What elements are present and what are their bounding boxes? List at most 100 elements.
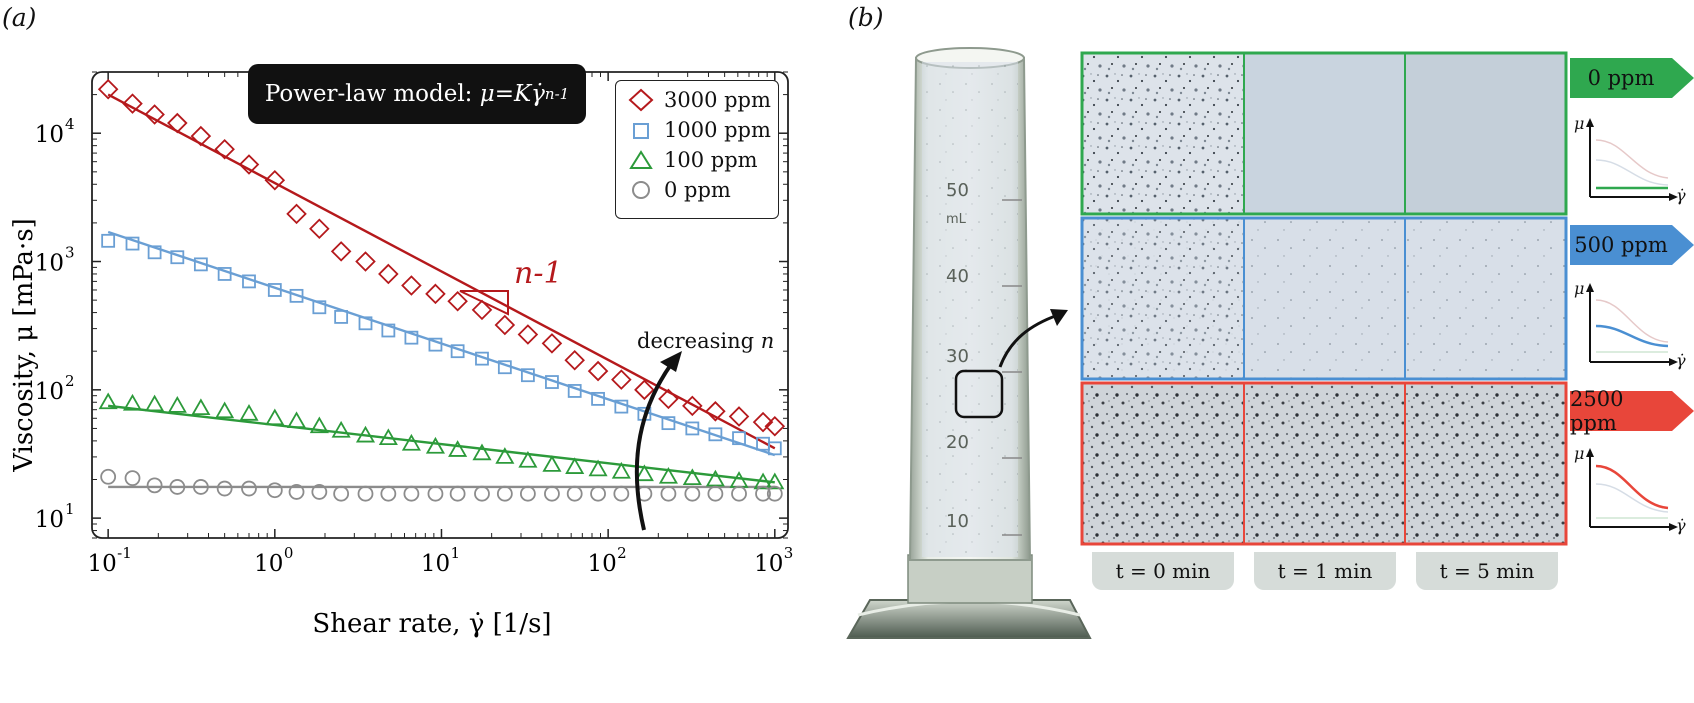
x-tick-label: 10 xyxy=(754,551,783,577)
data-point-100-ppm xyxy=(565,457,585,474)
legend-item-1000ppm: 1000 ppm xyxy=(628,116,771,144)
slope-label: n-1 xyxy=(514,256,563,291)
data-point-3000-ppm xyxy=(264,169,286,191)
legend-item-0ppm: 0 ppm xyxy=(628,176,731,204)
data-point-1000-ppm xyxy=(101,233,116,248)
tab-label-2500ppm: 2500 ppm xyxy=(1570,387,1624,435)
data-point-0-ppm xyxy=(333,485,350,502)
time-tab-1: t = 1 min xyxy=(1254,552,1396,590)
x-tick-exponent: -1 xyxy=(117,544,132,562)
data-points xyxy=(97,79,786,502)
data-point-0-ppm xyxy=(613,485,630,502)
data-point-3000-ppm xyxy=(214,138,235,160)
model-label-prefix: Power-law model: xyxy=(264,81,473,107)
data-point-1000-ppm xyxy=(217,267,232,281)
mini-plot-0ppm xyxy=(1586,118,1678,201)
data-point-100-ppm xyxy=(448,440,468,457)
data-point-1000-ppm xyxy=(242,274,256,289)
mini-gamma-label: γ̇ xyxy=(1676,516,1686,535)
data-point-3000-ppm xyxy=(564,349,585,371)
square-marker-icon xyxy=(633,123,649,139)
data-point-100-ppm xyxy=(495,447,515,464)
data-point-1000-ppm xyxy=(289,288,304,303)
legend-label: 100 ppm xyxy=(664,148,758,172)
tab-500ppm xyxy=(1570,225,1694,265)
data-point-0-ppm xyxy=(731,485,747,502)
y-tick-label: 10 xyxy=(35,251,64,277)
data-point-100-ppm xyxy=(378,428,398,446)
data-point-1000-ppm xyxy=(614,399,629,414)
x-tick-exponent: 3 xyxy=(784,544,794,562)
data-point-100-ppm xyxy=(682,468,702,486)
cylinder-mark: 50 xyxy=(946,180,969,201)
data-point-0-ppm xyxy=(590,485,606,502)
mini-gamma-label: γ̇ xyxy=(1676,186,1686,205)
data-point-0-ppm xyxy=(216,480,233,497)
data-point-3000-ppm xyxy=(517,324,539,345)
data-point-1000-ppm xyxy=(334,310,349,324)
data-point-0-ppm xyxy=(146,477,163,494)
y-tick-exponent: 3 xyxy=(65,244,75,262)
mini-mu-label: μ xyxy=(1574,444,1585,463)
y-tick-label: 10 xyxy=(35,122,64,148)
x-axis-label: Shear rate, γ̇ [1/s] xyxy=(312,609,551,639)
data-point-100-ppm xyxy=(634,464,654,482)
mini-plot-2500ppm xyxy=(1586,448,1678,531)
model-label-exponent: n-1 xyxy=(544,85,570,103)
decreasing-n-arrow xyxy=(634,361,674,531)
y-tick-label: 10 xyxy=(35,379,64,405)
data-point-0-ppm xyxy=(660,485,677,502)
data-point-100-ppm xyxy=(588,459,608,477)
data-point-1000-ppm xyxy=(475,351,489,366)
data-point-0-ppm xyxy=(357,485,374,502)
data-point-0-ppm xyxy=(519,485,536,502)
data-point-100-ppm xyxy=(167,396,187,413)
data-point-1000-ppm xyxy=(732,431,746,446)
data-point-3000-ppm xyxy=(401,275,422,296)
data-point-1000-ppm xyxy=(661,416,676,431)
data-point-3000-ppm xyxy=(752,411,774,433)
time-tab-0: t = 0 min xyxy=(1092,552,1234,590)
data-point-3000-ppm xyxy=(705,401,726,422)
slope-triangle xyxy=(459,290,509,316)
legend-item-3000ppm: 3000 ppm xyxy=(628,86,771,114)
data-point-1000-ppm xyxy=(147,245,162,260)
data-point-3000-ppm xyxy=(330,241,352,262)
data-point-3000-ppm xyxy=(355,251,376,272)
mini-plot-500ppm xyxy=(1586,283,1678,366)
data-point-100-ppm xyxy=(331,420,351,438)
data-point-0-ppm xyxy=(100,468,117,485)
tick-labels: 10 -1 10 0 10 1 10 2 10 310 110 210 310 4 xyxy=(35,115,794,577)
data-point-3000-ppm xyxy=(97,79,119,100)
tab-2500ppm xyxy=(1570,391,1694,431)
data-point-3000-ppm xyxy=(682,395,703,417)
cylinder-mark: 40 xyxy=(946,266,969,287)
data-point-0-ppm xyxy=(707,485,724,502)
y-axis-label: Viscosity, μ [mPa·s] xyxy=(9,218,39,473)
y-tick-exponent: 1 xyxy=(65,500,75,518)
data-point-100-ppm xyxy=(122,393,143,411)
data-point-1000-ppm xyxy=(450,344,465,359)
data-point-0-ppm xyxy=(288,484,305,500)
data-point-1000-ppm xyxy=(193,257,208,272)
x-tick-exponent: 0 xyxy=(284,544,294,562)
data-point-100-ppm xyxy=(518,450,538,468)
cylinder-mark: 10 xyxy=(946,511,969,532)
data-point-0-ppm xyxy=(311,484,328,500)
data-point-100-ppm xyxy=(239,404,259,421)
row-frame-2500ppm xyxy=(1080,381,1568,546)
cylinder-unit: mL xyxy=(946,212,967,227)
data-point-100-ppm xyxy=(542,455,562,472)
triangle-marker-icon xyxy=(629,150,653,169)
zoom-arrow-head xyxy=(1050,309,1068,326)
data-point-0-ppm xyxy=(169,479,186,495)
model-label-formula: μ=Kγ̇ xyxy=(479,81,545,107)
data-point-1000-ppm xyxy=(312,300,327,315)
data-point-1000-ppm xyxy=(497,360,512,375)
tab-label-500ppm: 500 ppm xyxy=(1574,233,1668,257)
data-point-100-ppm xyxy=(215,401,235,419)
diamond-marker-icon xyxy=(628,88,654,112)
data-point-3000-ppm xyxy=(425,283,446,305)
zoom-region-box xyxy=(954,369,1004,419)
